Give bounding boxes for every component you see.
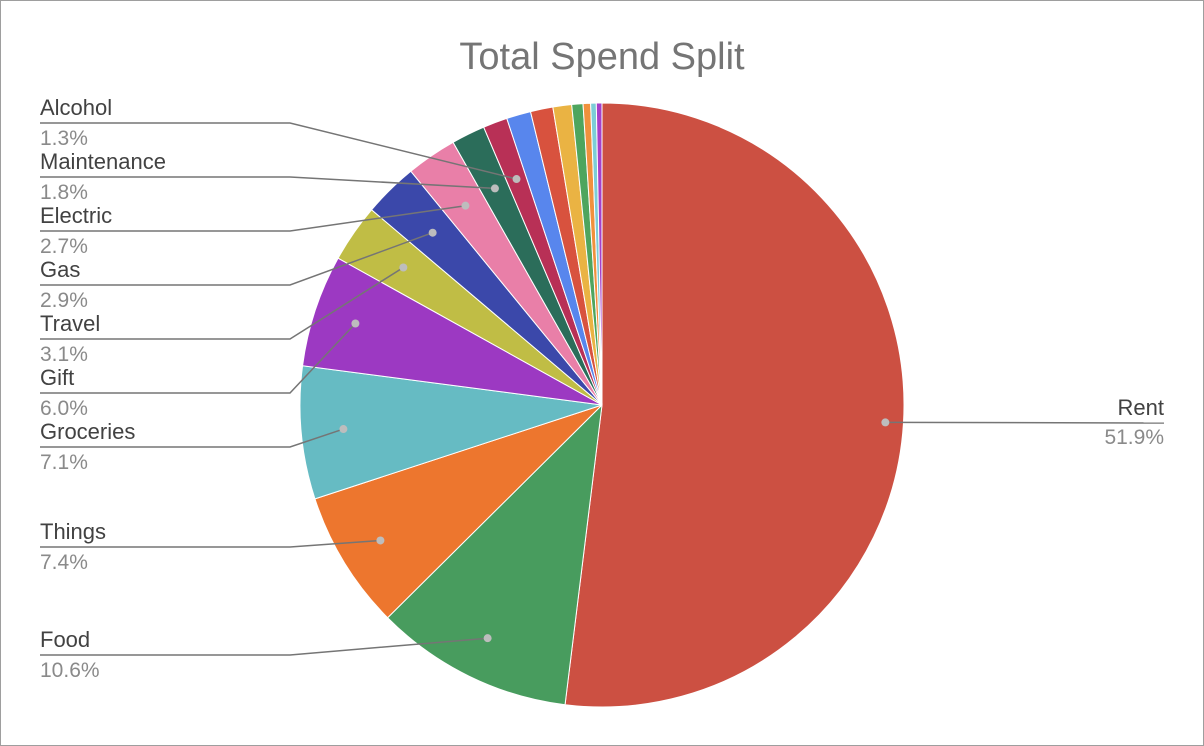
label-group-travel: Travel 3.1% [40,263,408,366]
label-dot-maintenance [490,184,499,193]
leader-line-things [40,539,381,548]
pie-slices [299,102,905,708]
label-dot-food [483,634,492,643]
label-group-food: Food 10.6% [40,627,492,682]
slice-percent-groceries: 7.1% [40,451,88,474]
label-group-rent: Rent 51.9% [881,395,1165,449]
label-dot-rent [881,418,890,427]
label-group-maintenance: Maintenance 1.8% [40,149,499,204]
slice-percent-food: 10.6% [40,659,100,682]
slice-label-maintenance: Maintenance [40,149,166,174]
pie-slice-groceries [299,365,603,500]
slice-percent-gas: 2.9% [40,289,88,312]
slice-label-food: Food [40,627,90,652]
slice-label-gas: Gas [40,257,80,282]
slice-label-gift: Gift [40,365,74,390]
slice-percent-travel: 3.1% [40,343,88,366]
label-group-gas: Gas 2.9% [40,228,437,312]
label-dot-things [376,536,385,545]
slice-label-alcohol: Alcohol [40,95,112,120]
leader-line-electric [40,204,466,232]
leader-line-alcohol [40,122,517,180]
pie-labels: Rent 51.9% Food 10.6% Things 7.4% Groceries 7.1… [40,95,1165,682]
label-group-gift: Gift 6.0% [40,319,360,420]
pie-slice-things [314,404,603,619]
label-dot-groceries [339,425,348,434]
leader-line-gift [40,322,356,394]
label-group-groceries: Groceries 7.1% [40,419,348,474]
leader-line-travel [40,266,404,340]
label-dot-gift [351,319,360,328]
leader-line-gas [40,231,433,286]
leader-line-groceries [40,428,344,448]
slice-percent-rent: 51.9% [1104,426,1164,449]
slice-percent-things: 7.4% [40,551,88,574]
label-dot-travel [399,263,408,272]
label-group-things: Things 7.4% [40,519,385,574]
leader-line-food [40,637,488,656]
label-group-electric: Electric 2.7% [40,201,470,258]
label-dot-gas [428,228,437,237]
slice-label-things: Things [40,519,106,544]
slice-label-electric: Electric [40,203,112,228]
label-dot-alcohol [512,175,521,184]
slice-label-travel: Travel [40,311,100,336]
pie-slice-food [386,403,603,706]
pie-slice-rent [564,102,905,708]
slice-label-rent: Rent [1118,395,1164,420]
slice-label-groceries: Groceries [40,419,135,444]
slice-percent-gift: 6.0% [40,397,88,420]
slice-percent-maintenance: 1.8% [40,181,88,204]
chart-title: Total Spend Split [459,36,745,78]
label-group-alcohol: Alcohol 1.3% [40,95,521,184]
leader-line-maintenance [40,176,495,190]
slice-percent-alcohol: 1.3% [40,127,88,150]
leader-line-rent [885,421,1165,424]
label-dot-electric [461,201,470,210]
slice-percent-electric: 2.7% [40,235,88,258]
pie-slice-17 [595,102,603,406]
